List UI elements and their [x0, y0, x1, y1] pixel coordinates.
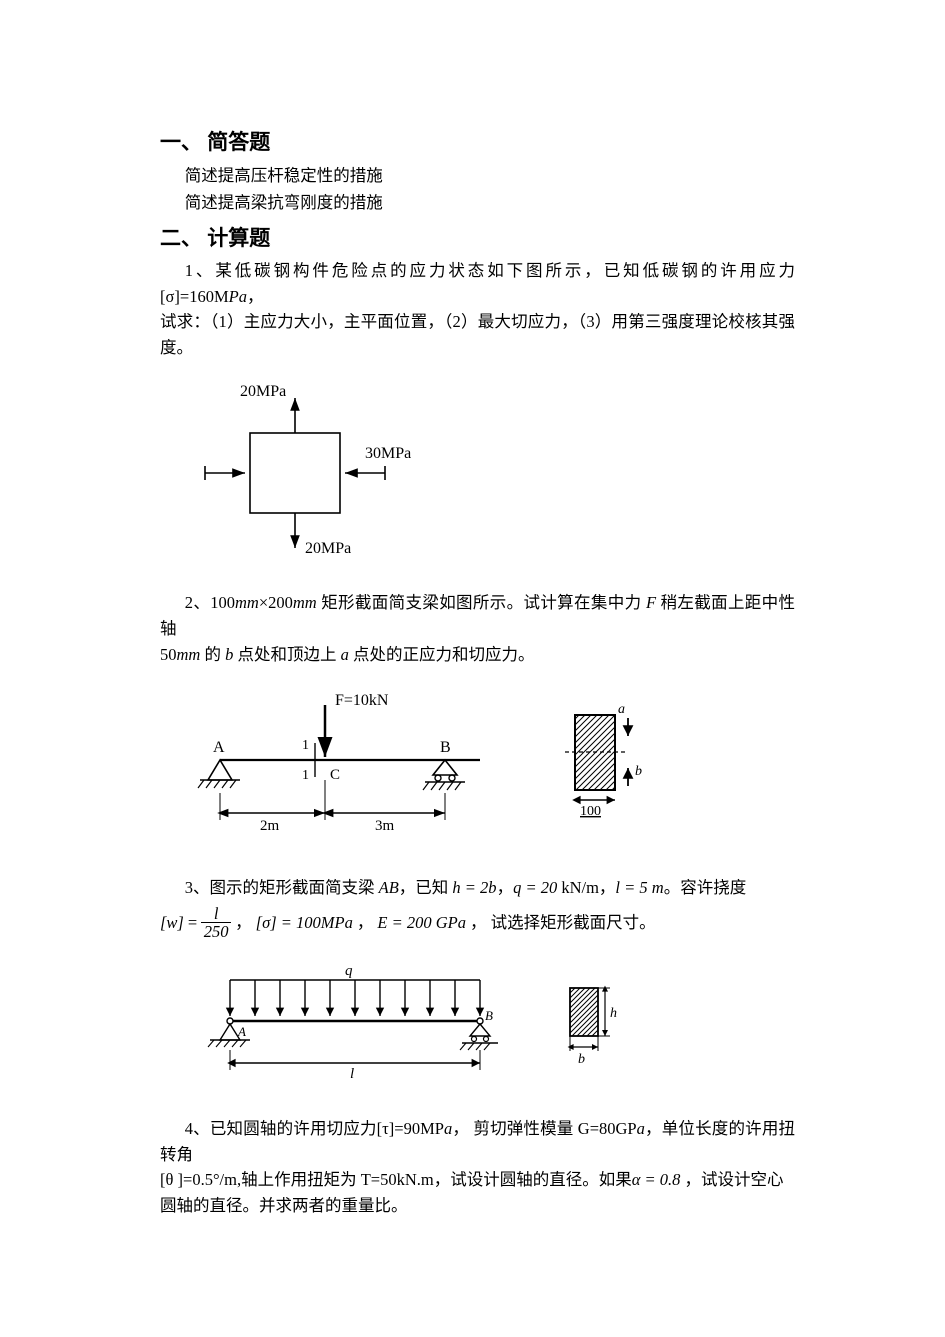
page: 一、 简答题 简述提高压杆稳定性的措施 简述提高梁抗弯刚度的措施 二、 计算题 …: [0, 0, 945, 1323]
p3-e: 。容许挠度: [664, 878, 747, 897]
p3-eq2a: q = 20: [513, 878, 561, 897]
fraction: l 250: [201, 905, 231, 941]
problem-2: 2、100mm×200mm 矩形截面简支梁如图所示。试计算在集中力 F 稍左截面…: [160, 590, 795, 667]
figure-3: q A B: [180, 958, 795, 1088]
section-svg: a b 100: [540, 700, 670, 830]
p3-w-num: l: [214, 905, 219, 922]
fig2-1top: 1: [302, 738, 309, 753]
p4-a-it1: a: [444, 1119, 452, 1138]
section1-title: 一、 简答题: [160, 126, 795, 159]
fig2-dim1: 2m: [260, 818, 280, 834]
figure-2: F=10kN 1 1 C A B: [180, 685, 795, 845]
problem-1: 1、某低碳钢构件危险点的应力状态如下图所示，已知低碳钢的许用应力[σ]=160M…: [160, 258, 795, 360]
p3-sigma: [σ] = 100MPa: [256, 910, 353, 936]
p3-eq1: h = 2b: [452, 878, 496, 897]
p2-apt: a: [341, 645, 349, 664]
beam-svg: F=10kN 1 1 C A B: [180, 685, 510, 845]
p4-a-it2: a: [637, 1119, 645, 1138]
fig3-b: b: [578, 1052, 585, 1067]
p2-l2d: 点处的正应力和切应力。: [349, 645, 535, 664]
p2-l2a: 50: [160, 645, 177, 664]
fig3-B: B: [485, 1008, 493, 1023]
p1-text-b: 试求：（1）主应力大小，主平面位置，（2）最大切应力，（3）用第三强度理论校核其…: [160, 312, 795, 357]
p3-b: ，已知: [399, 878, 453, 897]
section1-q2: 简述提高梁抗弯刚度的措施: [160, 190, 795, 216]
p3-eq3: l = 5 m: [615, 878, 663, 897]
fig2-dim2: 3m: [375, 818, 395, 834]
p2-l2b: 的: [200, 645, 225, 664]
p4-l3: 圆轴的直径。并求两者的重量比。: [160, 1196, 408, 1215]
fig2-sect-a: a: [618, 702, 625, 717]
fig2-F: F=10kN: [335, 692, 389, 709]
p3-a: 3、图示的矩形截面简支梁: [185, 878, 379, 897]
p3-l2b: ，: [357, 910, 374, 936]
p2-b: ×200: [259, 593, 293, 612]
fig2-sect-100: 100: [580, 804, 601, 819]
fig3-l: l: [350, 1066, 354, 1082]
p2-mm2: mm: [293, 593, 317, 612]
problem-3: 3、图示的矩形截面简支梁 AB，已知 h = 2b，q = 20 kN/m，l …: [160, 875, 795, 901]
p4-a: 4、已知圆轴的许用切应力[τ]=90MP: [185, 1119, 444, 1138]
p3-AB: AB: [379, 878, 399, 897]
p1-Pa-a: P: [229, 287, 239, 306]
p1-comma: ，: [247, 287, 264, 306]
fig1-right-label: 30MPa: [365, 445, 411, 462]
fig3-q: q: [345, 963, 353, 979]
figure-1: 20MPa 20MPa 30MPa: [180, 378, 795, 568]
stress-element-svg: 20MPa 20MPa 30MPa: [180, 378, 440, 568]
fig1-top-label: 20MPa: [240, 383, 286, 400]
p3-w-den: 250: [201, 922, 231, 940]
fig2-B: B: [440, 739, 451, 756]
p3-l2c: ， 试选择矩形截面尺寸。: [470, 910, 656, 936]
p4-l2a: [θ ]=0.5°/m,轴上作用扭矩为 T=50kN.m，试设计圆轴的直径。如果: [160, 1170, 632, 1189]
section1-q1: 简述提高压杆稳定性的措施: [160, 163, 795, 189]
fig3-h: h: [610, 1006, 617, 1021]
section3-svg: h b: [550, 973, 640, 1073]
p3-eq2b: kN/m: [561, 878, 599, 897]
fig2-C: C: [330, 767, 340, 783]
p1-a: a: [239, 287, 247, 306]
p2-a: 2、100: [185, 593, 235, 612]
p3-c: ，: [497, 878, 514, 897]
p3-E: E = 200 GPa: [377, 910, 466, 936]
section2-title: 二、 计算题: [160, 222, 795, 255]
p2-F: F: [646, 593, 656, 612]
p3-w-left: [w]: [160, 910, 184, 936]
p3-d: ，: [599, 878, 616, 897]
beam3-svg: q A B: [180, 958, 520, 1088]
p2-l2c: 点处和顶边上: [233, 645, 340, 664]
problem-4: 4、已知圆轴的许用切应力[τ]=90MPa， 剪切弹性模量 G=80GPa，单位…: [160, 1116, 795, 1218]
fig1-bottom-label: 20MPa: [305, 540, 351, 557]
p3-l2a: ，: [235, 910, 252, 936]
p4-l2b: ，试设计空心: [680, 1170, 783, 1189]
p2-mm3: mm: [177, 645, 201, 664]
p3-w-eq: =: [188, 910, 197, 936]
fig2-A: A: [213, 739, 225, 756]
p2-mm1: mm: [235, 593, 259, 612]
fig2-1bot: 1: [302, 768, 309, 783]
p4-b: ， 剪切弹性模量 G=80GP: [452, 1119, 636, 1138]
problem-3-line2: [w] = l 250 ， [σ] = 100MPa ， E = 200 GPa…: [160, 905, 795, 941]
p2-c: 矩形截面简支梁如图所示。试计算在集中力: [317, 593, 646, 612]
fig2-sect-b: b: [635, 764, 642, 779]
p4-alpha: α = 0.8: [632, 1170, 681, 1189]
